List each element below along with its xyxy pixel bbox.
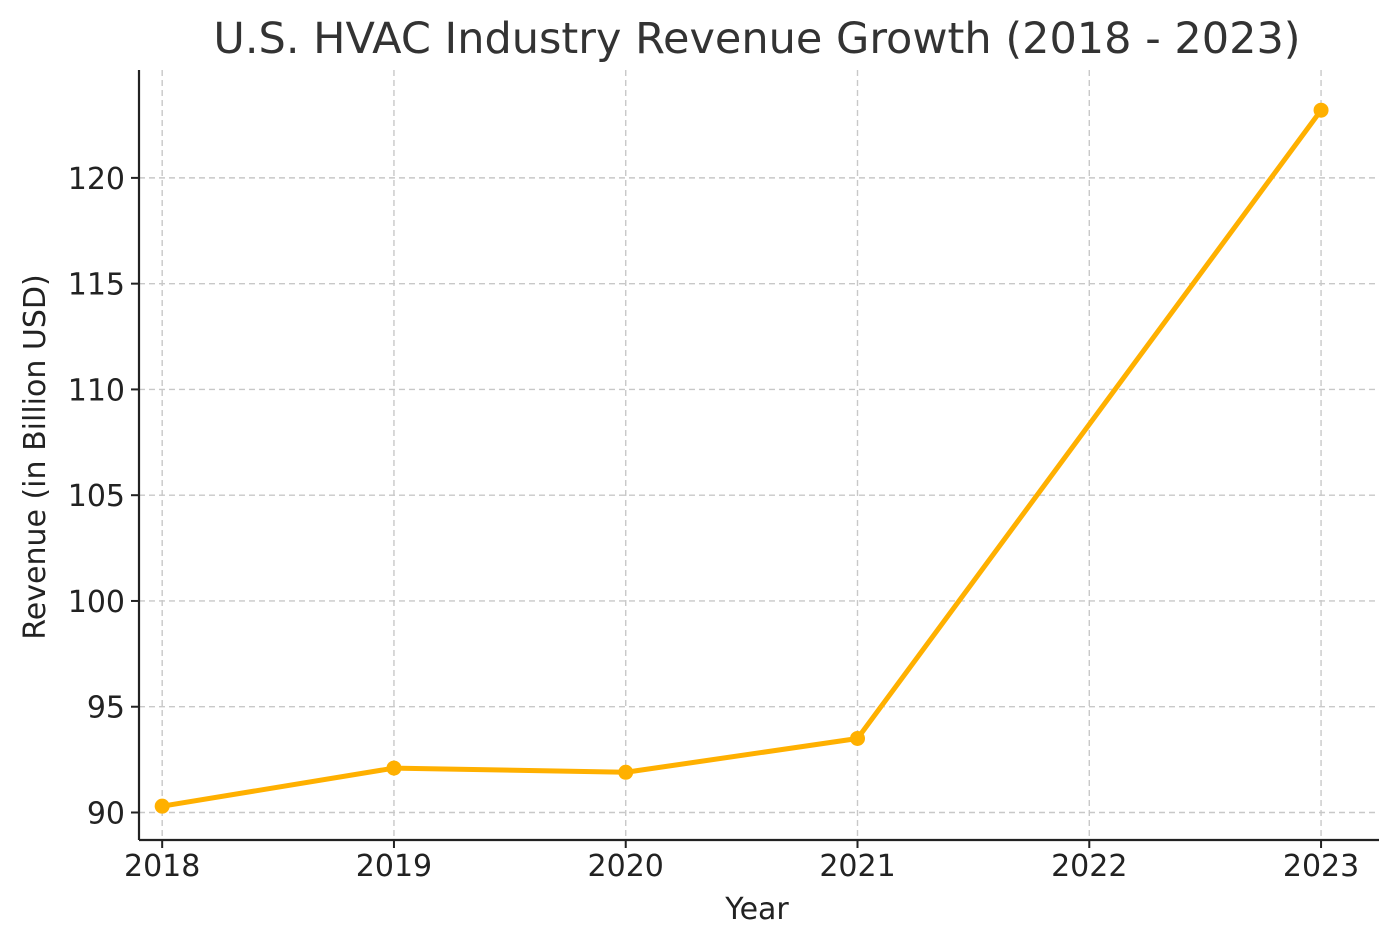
series-line: [159, 107, 1324, 809]
data-point-marker: [154, 798, 170, 814]
y-tick-label: 95: [87, 691, 125, 726]
data-point-marker: [618, 764, 634, 780]
chart-title: U.S. HVAC Industry Revenue Growth (2018 …: [213, 14, 1300, 64]
x-tick-label: 2020: [588, 849, 664, 884]
axes: [131, 70, 1379, 848]
tick-labels: 2018 2019 2020 2021 2022 2023 90 95 100 105 110 115…: [68, 162, 1360, 884]
data-point-marker: [1313, 102, 1329, 118]
y-tick-label: 115: [68, 268, 125, 303]
x-tick-label: 2021: [819, 849, 895, 884]
x-tick-label: 2022: [1051, 849, 1127, 884]
y-tick-label: 110: [68, 373, 125, 408]
y-tick-label: 90: [87, 797, 125, 832]
x-tick-label: 2018: [124, 849, 200, 884]
series-layer: [154, 102, 1329, 814]
y-tick-label: 100: [68, 585, 125, 620]
x-tick-label: 2019: [356, 849, 432, 884]
x-tick-label: 2023: [1283, 849, 1359, 884]
data-point-marker: [386, 760, 402, 776]
x-axis-label: Year: [724, 892, 789, 927]
grid: [139, 70, 1379, 840]
data-point-marker: [850, 730, 866, 746]
y-axis-label: Revenue (in Billion USD): [18, 274, 53, 639]
y-tick-label: 105: [68, 479, 125, 514]
y-tick-label: 120: [68, 162, 125, 197]
